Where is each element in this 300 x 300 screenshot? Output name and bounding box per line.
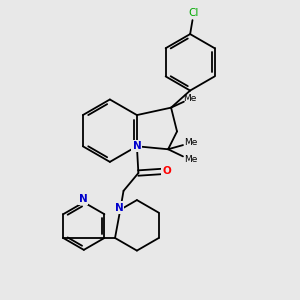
Text: Me: Me <box>184 155 197 164</box>
Text: Me: Me <box>184 138 197 147</box>
Text: Me: Me <box>183 94 196 103</box>
Text: O: O <box>162 166 171 176</box>
Text: N: N <box>79 194 88 204</box>
Text: Cl: Cl <box>188 8 199 18</box>
Text: N: N <box>133 141 141 151</box>
Text: N: N <box>115 202 123 212</box>
